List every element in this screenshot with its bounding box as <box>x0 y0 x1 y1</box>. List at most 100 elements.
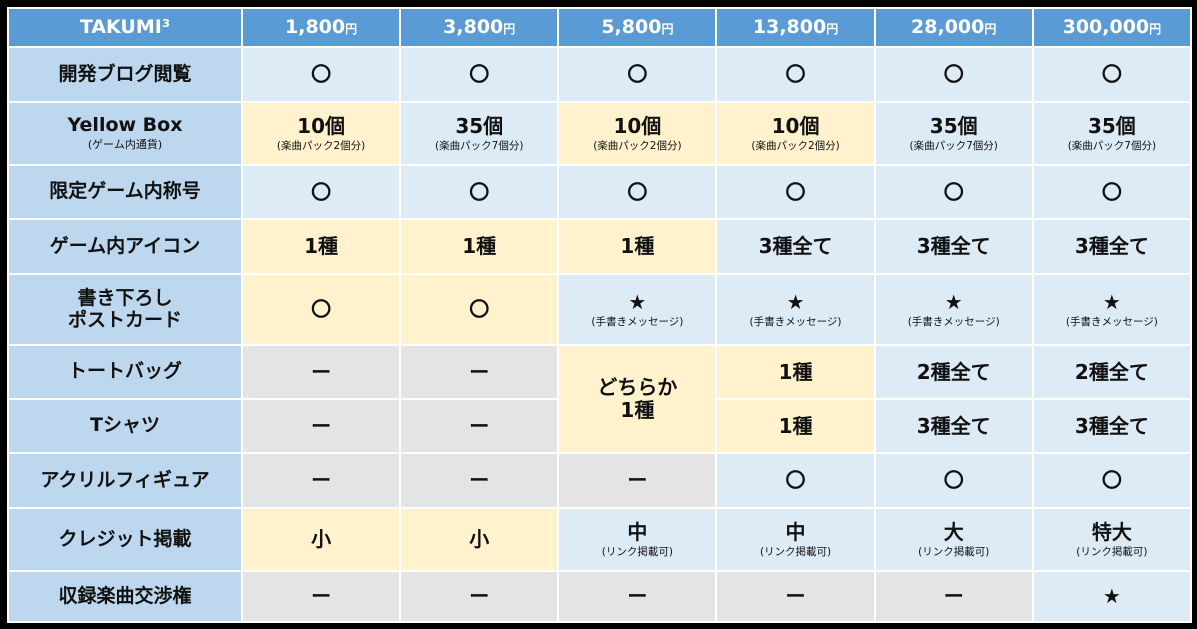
price-unit: 円 <box>1149 21 1162 36</box>
benefit-value: ー <box>785 584 806 608</box>
benefit-note: (楽曲パック2個分) <box>593 139 682 152</box>
price-unit: 円 <box>503 21 516 36</box>
benefit-value: 〇 <box>469 62 490 86</box>
benefit-cell: 〇 <box>240 46 402 103</box>
benefit-cell: 小 <box>240 507 402 572</box>
benefit-value: 〇 <box>785 468 806 492</box>
row-label-text: 開発ブログ閲覧 <box>58 62 192 85</box>
benefit-value: 〇 <box>469 297 490 321</box>
benefit-cell: ー <box>399 398 560 454</box>
tier-comparison-table: TAKUMI³ 1,800円 3,800円 5,800円 13,800円 28,000円 3… <box>7 7 1193 623</box>
benefit-value: ー <box>469 468 490 492</box>
benefit-value: 大 <box>943 519 964 544</box>
benefit-value: 3種全て <box>1074 413 1149 438</box>
benefit-value: ★ <box>1102 584 1121 608</box>
tier-price-header: 5,800円 <box>557 7 718 48</box>
benefit-value: 1種 <box>778 359 813 384</box>
benefit-value: 3種全て <box>758 234 833 258</box>
benefit-cell: ー <box>240 452 402 509</box>
benefit-cell: 〇 <box>557 46 718 103</box>
row-label: Tシャツ <box>7 398 243 454</box>
benefit-cell: 3種全て <box>873 398 1034 454</box>
benefit-cell: 2種全て <box>873 344 1034 400</box>
benefit-value: ★ <box>944 289 963 314</box>
price-unit: 円 <box>826 21 839 36</box>
benefit-note: (手書きメッセージ) <box>749 315 842 328</box>
benefit-value: 〇 <box>1101 468 1122 492</box>
benefit-value: 1種 <box>462 234 497 258</box>
benefit-cell: ー <box>715 570 876 623</box>
row-label-note: (ゲーム内通貨) <box>87 138 163 152</box>
benefit-note: (手書きメッセージ) <box>591 315 684 328</box>
benefit-cell: 〇 <box>1031 164 1193 220</box>
benefit-cell: 〇 <box>399 164 560 220</box>
benefit-value: 〇 <box>785 62 806 86</box>
row-label: Yellow Box (ゲーム内通貨) <box>7 101 243 166</box>
benefit-value: 〇 <box>311 179 332 204</box>
benefit-value: 〇 <box>785 179 806 204</box>
benefit-note: (楽曲パック2個分) <box>751 139 840 152</box>
row-label: 開発ブログ閲覧 <box>7 46 243 103</box>
benefit-cell: ー <box>557 452 718 509</box>
table-row: 開発ブログ閲覧 〇 〇 〇 〇 〇 〇 <box>7 46 1193 103</box>
table-row: アクリルフィギュア ー ー ー 〇 〇 〇 <box>7 452 1193 509</box>
benefit-cell: ー <box>557 570 718 623</box>
benefit-value: ★ <box>1102 289 1121 314</box>
benefit-value: 〇 <box>311 62 332 86</box>
price-unit: 円 <box>345 21 358 36</box>
table-row: 収録楽曲交渉権 ー ー ー ー ー ★ <box>7 570 1193 623</box>
benefit-cell: 〇 <box>399 46 560 103</box>
benefit-cell: ー <box>399 570 560 623</box>
benefit-cell: 1種 <box>715 344 876 400</box>
row-label: トートバッグ <box>7 344 243 400</box>
benefit-cell: ★ (手書きメッセージ) <box>1031 273 1193 346</box>
benefit-value: 〇 <box>1101 62 1122 86</box>
row-label: クレジット掲載 <box>7 507 243 572</box>
benefit-value: 1種 <box>778 413 813 438</box>
benefit-value: 3種全て <box>1074 234 1149 258</box>
benefit-cell: 1種 <box>399 218 560 275</box>
benefit-value: 35個 <box>929 113 978 138</box>
benefit-value: ー <box>311 584 332 608</box>
row-label-text: トートバッグ <box>67 360 182 383</box>
benefit-cell: ー <box>240 570 402 623</box>
benefit-cell: ー <box>240 344 402 400</box>
benefit-cell: 〇 <box>240 164 402 220</box>
tier-price-header: 300,000円 <box>1031 7 1193 48</box>
benefit-note: (楽曲パック7個分) <box>1067 139 1157 152</box>
benefit-cell: 〇 <box>715 164 876 220</box>
row-label-text: 書き下ろし ポストカード <box>67 286 182 331</box>
benefit-cell: ★ (手書きメッセージ) <box>873 273 1034 346</box>
benefit-cell: 小 <box>399 507 560 572</box>
benefit-cell: 特大 (リンク掲載可) <box>1031 507 1193 572</box>
benefit-cell: 〇 <box>557 164 718 220</box>
benefit-note: (リンク掲載可) <box>601 545 673 558</box>
benefit-value: 〇 <box>627 179 648 204</box>
benefit-cell: ー <box>399 344 560 400</box>
row-label: 書き下ろし ポストカード <box>7 273 243 346</box>
row-label-text: クレジット掲載 <box>58 527 192 550</box>
benefit-value: 35個 <box>455 113 504 138</box>
benefit-note: (リンク掲載可) <box>759 545 832 558</box>
row-label: 限定ゲーム内称号 <box>7 164 243 220</box>
benefit-value: ★ <box>628 289 647 314</box>
price-unit: 円 <box>661 21 674 36</box>
benefit-cell: 35個 (楽曲パック7個分) <box>873 101 1034 166</box>
benefit-value: ー <box>627 468 648 492</box>
benefit-cell: 〇 <box>399 273 560 346</box>
tier-price-header: 13,800円 <box>715 7 876 48</box>
benefit-cell: ★ (手書きメッセージ) <box>715 273 876 346</box>
table-row: 限定ゲーム内称号 〇 〇 〇 〇 〇 〇 <box>7 164 1193 220</box>
table-row: クレジット掲載小小中 (リンク掲載可) 中 (リンク掲載可) 大 (リンク掲載可) 特大 (リ… <box>7 507 1193 572</box>
benefit-value: ー <box>311 413 332 438</box>
benefit-cell: 中 (リンク掲載可) <box>557 507 718 572</box>
benefit-note: (手書きメッセージ) <box>907 315 1000 328</box>
tier-price-header: 1,800円 <box>240 7 402 48</box>
tier-price-header: 3,800円 <box>399 7 560 48</box>
benefit-value: ー <box>469 359 490 384</box>
benefit-value: 〇 <box>943 468 964 492</box>
comparison-table-frame: TAKUMI³ 1,800円 3,800円 5,800円 13,800円 28,000円 3… <box>7 7 1193 623</box>
benefit-cell: ー <box>240 398 402 454</box>
benefit-value: 小 <box>469 527 490 551</box>
row-label: アクリルフィギュア <box>7 452 243 509</box>
